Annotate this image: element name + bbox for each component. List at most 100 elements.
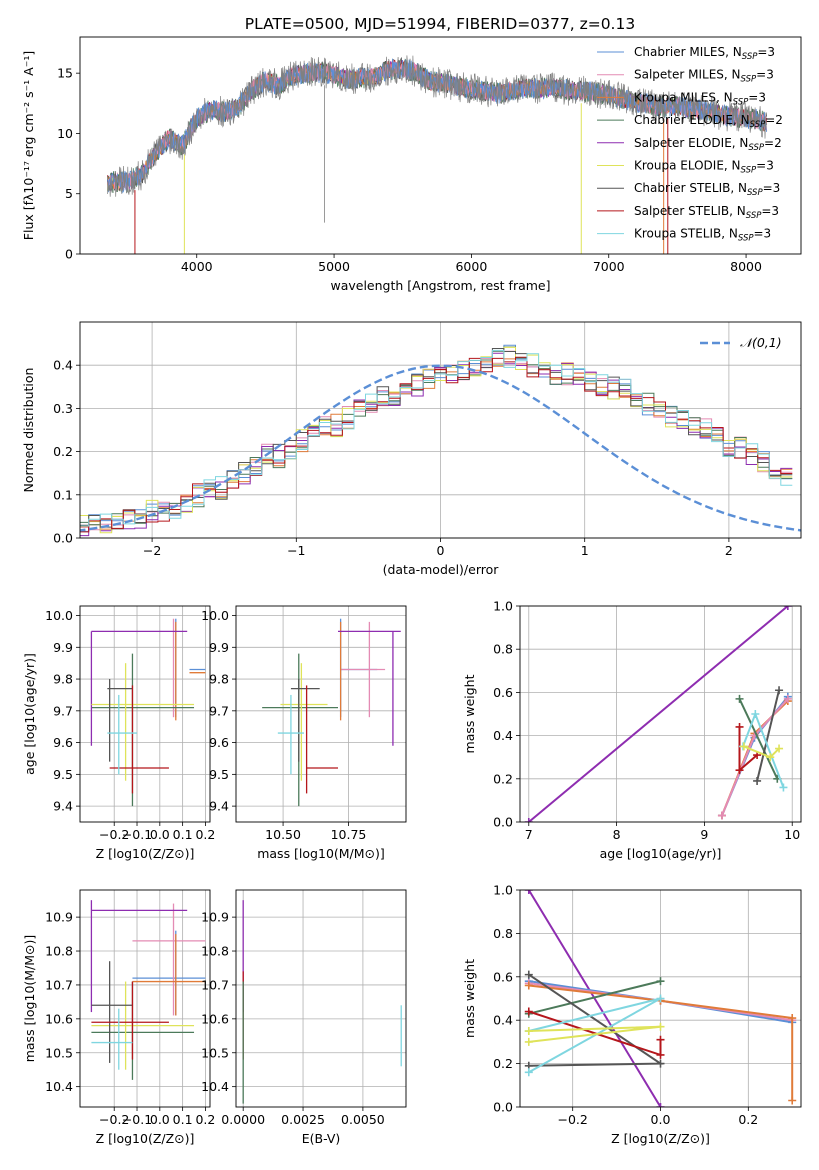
plot-area [524, 606, 792, 822]
x-axis-label: (data-model)/error [383, 562, 500, 577]
legend-text: Chabrier ELODIE, N [634, 113, 750, 127]
histogram-step [80, 346, 793, 534]
y-tick-label: 10.9 [45, 910, 73, 925]
axes-frame [79, 605, 211, 823]
y-tick-label: 0.4 [53, 358, 73, 373]
y-tick-label: 5 [65, 186, 73, 201]
x-tick-label: 5000 [318, 259, 350, 274]
axes-frame [79, 321, 802, 539]
legend-text: Salpeter ELODIE, N [634, 136, 748, 150]
x-tick-label: −2 [143, 543, 161, 558]
y-tick-label: 10.7 [201, 977, 229, 992]
x-tick-label: 4000 [181, 259, 213, 274]
y-tick-label: 9.8 [209, 672, 229, 687]
weight-point-marker [779, 783, 788, 792]
y-tick-label: 0.3 [53, 401, 73, 416]
y-axis-label: mass [log10(M/M⊙)] [22, 935, 37, 1063]
legend-subscript: SSP [750, 120, 766, 130]
x-axis-label: age [log10(age/yr)] [600, 846, 722, 861]
y-tick-label: 0.6 [493, 969, 513, 984]
x-tick-label: −0.1 [122, 1112, 152, 1127]
legend-subscript: SSP [746, 211, 762, 221]
legend-label: Chabrier ELODIE, NSSP=2 [634, 113, 783, 130]
weight-point-marker [735, 694, 744, 703]
weight-point-marker [656, 1103, 665, 1107]
x-axis-label: Z [log10(Z/Z⊙)] [96, 846, 195, 861]
y-tick-label: 1.0 [493, 599, 513, 614]
weight-series-line [528, 606, 789, 822]
legend-text: Chabrier MILES, N [634, 45, 742, 59]
y-tick-label: 0.2 [493, 771, 513, 786]
legend-subscript: SSP [747, 188, 763, 198]
legend-text: Kroupa MILES, N [634, 90, 733, 104]
x-tick-label: 0.2 [195, 1112, 215, 1127]
x-tick-label: −0.1 [122, 827, 152, 842]
weight-point-marker [788, 1096, 797, 1105]
y-tick-label: 0.4 [493, 728, 513, 743]
y-tick-label: 9.7 [209, 703, 229, 718]
x-tick-label: 6000 [455, 259, 487, 274]
weight-point-marker [735, 766, 744, 775]
axes-frame [519, 889, 802, 1108]
y-tick-label: 10.5 [201, 1045, 229, 1060]
plot-area [524, 890, 797, 1107]
weight-point-marker [656, 1035, 665, 1044]
y-tick-label: 0.8 [493, 926, 513, 941]
legend-text: =3 [754, 227, 772, 241]
axes-frame [79, 36, 802, 255]
plot-area [90, 900, 206, 1080]
x-tick-label: 0.0050 [341, 1112, 385, 1127]
histogram-step [80, 348, 793, 530]
weight-point-marker [656, 1022, 665, 1031]
weight-point-marker [524, 818, 533, 822]
x-tick-label: 0.0025 [281, 1112, 325, 1127]
y-tick-label: 10.7 [45, 977, 73, 992]
legend-text: =2 [765, 113, 783, 127]
x-tick-label: 10.75 [331, 827, 367, 842]
legend-label: Salpeter ELODIE, NSSP=2 [634, 136, 782, 153]
y-axis-label: Normed distribution [21, 368, 36, 493]
y-tick-label: 10.4 [201, 1079, 229, 1094]
y-axis-label: age [log10(age/yr)] [22, 653, 37, 775]
x-tick-label: 8000 [730, 259, 762, 274]
weight-series-line [738, 698, 779, 780]
y-tick-label: 1.0 [493, 883, 513, 898]
weight-point-marker [775, 744, 784, 753]
weight-series-line [528, 1025, 661, 1043]
normal-curve [80, 364, 801, 532]
y-tick-label: 9.6 [209, 735, 229, 750]
legend-subscript: SSP [741, 166, 757, 176]
legend-label: Chabrier MILES, NSSP=3 [634, 45, 775, 62]
age-vs-mass-panel: 10.50 10.75 9.4 9.5 9.6 9.7 9.8 9.9 10.0 mass [lo… [201, 605, 407, 861]
x-tick-label: 10.50 [265, 827, 301, 842]
legend-text: =2 [764, 136, 782, 150]
spectrum-observed-line [107, 55, 768, 197]
weight-vs-metallicity-panel: −0.2 0.0 0.2 0.0 0.2 0.4 0.6 0.8 1.0 Z [log10(Z/Z… [462, 883, 802, 1146]
weight-point-marker [775, 686, 784, 695]
x-tick-label: 2 [725, 543, 733, 558]
x-axis-label: Z [log10(Z/Z⊙)] [96, 1131, 195, 1146]
weight-point-marker [739, 742, 748, 751]
figure-title: PLATE=0500, MJD=51994, FIBERID=0377, z=0… [245, 15, 635, 33]
mass-vs-metallicity-panel: −0.2−0.10.0 0.1 0.2 10.4 10.5 10.6 10.7 10.8 10.… [22, 889, 215, 1146]
x-axis-label: wavelength [Angstrom, rest frame] [330, 278, 550, 293]
legend-text: Chabrier STELIB, N [634, 181, 747, 195]
y-tick-label: 0.0 [493, 1100, 513, 1115]
x-tick-label: 0.2 [195, 827, 215, 842]
legend-label: 𝒩(0,1) [740, 335, 782, 350]
age-vs-metallicity-panel: −0.2−0.10.0 0.1 0.2 9.4 9.5 9.6 9.7 9.8 9.9 10.0 Z… [22, 605, 215, 861]
x-tick-label: −0.2 [99, 1112, 129, 1127]
x-tick-label: 0.1 [173, 1112, 193, 1127]
legend-text: =3 [756, 159, 774, 173]
legend-label: Chabrier STELIB, NSSP=3 [634, 181, 780, 198]
legend-subscript: SSP [741, 75, 757, 85]
axes-frame [519, 605, 802, 823]
x-tick-label: −0.2 [99, 827, 129, 842]
legend-label: Kroupa MILES, NSSP=3 [634, 90, 766, 107]
plot-area [90, 618, 206, 807]
x-tick-label: 0 [437, 543, 445, 558]
y-tick-label: 10.5 [45, 1045, 73, 1060]
y-tick-label: 0.6 [493, 685, 513, 700]
legend-text: =3 [763, 181, 781, 195]
histogram-step [80, 349, 793, 527]
